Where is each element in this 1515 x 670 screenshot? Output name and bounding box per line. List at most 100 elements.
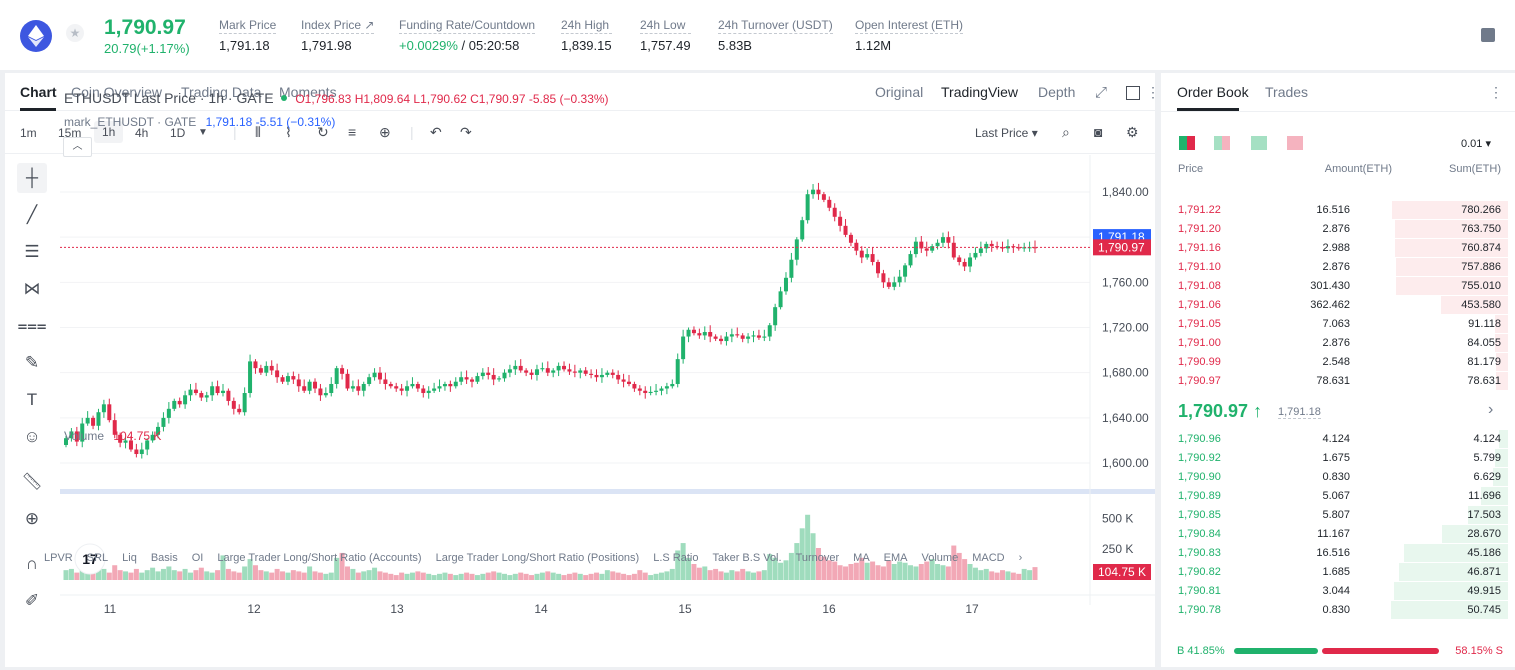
ruler-icon[interactable]: 📏︎ — [21, 472, 43, 491]
zoom-in-icon[interactable]: ⊕ — [24, 509, 40, 528]
price-chart[interactable]: 1,840.001,800.001,760.001,720.001,680.00… — [60, 155, 1155, 667]
view-asks-icon[interactable] — [1214, 136, 1230, 150]
bid-row[interactable]: 1,790.84 11.167 28.670 — [1161, 524, 1515, 543]
indicator-tab[interactable]: L.S Ratio — [653, 552, 699, 564]
gear-icon[interactable]: ⚙ — [1126, 124, 1139, 140]
ask-row[interactable]: 1,791.20 2.876 763.750 — [1161, 219, 1515, 238]
chevron-right-icon[interactable]: › — [1488, 401, 1494, 418]
refresh-icon[interactable]: ↻ — [317, 124, 329, 140]
emoji-icon[interactable]: ☺ — [23, 427, 41, 446]
timeframe-15m[interactable]: 15m — [58, 126, 82, 140]
bid-row[interactable]: 1,790.83 16.516 45.186 — [1161, 543, 1515, 562]
indicator-tab[interactable]: Basis — [150, 552, 178, 564]
view-depth[interactable]: Depth — [1038, 84, 1076, 100]
favorite-star-icon[interactable]: ★ — [66, 24, 84, 42]
camera-icon[interactable]: ◙ — [1094, 124, 1103, 140]
tab-trading-data[interactable]: Trading Data — [181, 84, 262, 100]
view-original[interactable]: Original — [875, 84, 924, 100]
bid-row[interactable]: 1,790.96 4.124 4.124 — [1161, 429, 1515, 448]
pencil-lock-icon[interactable]: ✐ — [24, 591, 40, 610]
price-source-select[interactable]: Last Price ▾ — [975, 126, 1038, 140]
bid-row[interactable]: 1,790.78 0.830 50.745 — [1161, 600, 1515, 619]
trendline-icon[interactable]: ╱ — [26, 205, 38, 224]
volume-bar — [453, 575, 459, 580]
candle-body — [978, 248, 983, 253]
settings-list-icon[interactable]: ≡ — [348, 124, 357, 140]
candle-body — [664, 386, 669, 389]
candle-body — [1005, 246, 1010, 249]
bid-depth-bar — [1499, 430, 1508, 448]
tab-trades[interactable]: Trades — [1265, 84, 1309, 100]
timeframe-1m[interactable]: 1m — [20, 126, 37, 140]
ask-row[interactable]: 1,791.00 2.876 84.055 — [1161, 333, 1515, 352]
x-tick-label: 15 — [678, 602, 692, 616]
indicator-tab[interactable]: MA — [853, 552, 870, 564]
candle-body — [783, 277, 788, 292]
pattern-icon[interactable]: ⋈ — [23, 279, 41, 298]
timeframe-1h[interactable]: 1h — [94, 121, 124, 143]
redo-icon[interactable]: ↷ — [460, 124, 472, 140]
ask-row[interactable]: 1,791.06 362.462 453.580 — [1161, 295, 1515, 314]
precision-select[interactable]: 0.01 ▾ — [1461, 138, 1491, 150]
collapse-legend-button[interactable]: ︿ — [63, 137, 92, 157]
indicator-tab[interactable]: EMA — [883, 552, 908, 564]
more-icon[interactable]: ⋮ — [1146, 84, 1160, 100]
brush-icon[interactable]: ✎ — [24, 353, 40, 372]
ask-row[interactable]: 1,791.10 2.876 757.886 — [1161, 257, 1515, 276]
timeframe-1d[interactable]: 1D — [170, 126, 186, 140]
add-indicator-icon[interactable]: ⊕ — [379, 124, 391, 140]
bid-row[interactable]: 1,790.85 5.807 17.503 — [1161, 505, 1515, 524]
undo-icon[interactable]: ↶ — [430, 124, 442, 140]
indicator-tab[interactable]: Taker B.S Vol. — [712, 552, 782, 564]
candle-body — [957, 257, 962, 262]
tab-chart[interactable]: Chart — [20, 84, 57, 100]
indicator-tab[interactable]: Large Trader Long/Short Ratio (Positions… — [435, 552, 640, 564]
bid-row[interactable]: 1,790.92 1.675 5.799 — [1161, 448, 1515, 467]
bid-row[interactable]: 1,790.82 1.685 46.871 — [1161, 562, 1515, 581]
stat-index-price[interactable]: Index Price ↗ 1,791.98 — [301, 18, 375, 53]
view-both-icon[interactable] — [1179, 136, 1195, 150]
view-tradingview[interactable]: TradingView — [941, 84, 1019, 100]
magnet-icon[interactable]: ∩ — [25, 554, 39, 573]
ask-row[interactable]: 1,790.97 78.631 78.631 — [1161, 371, 1515, 390]
indicator-tab[interactable]: MACD — [972, 552, 1005, 564]
book-icon[interactable] — [1481, 28, 1495, 42]
window-icon[interactable] — [1126, 86, 1140, 100]
horizontal-lines-icon[interactable]: ☰ — [24, 242, 40, 261]
ask-row[interactable]: 1,791.08 301.430 755.010 — [1161, 276, 1515, 295]
timeframe-dropdown-icon[interactable]: ▼ — [198, 127, 208, 138]
bid-row[interactable]: 1,790.81 3.044 49.915 — [1161, 581, 1515, 600]
text-tool-icon[interactable]: T — [26, 390, 38, 409]
timeframe-4h[interactable]: 4h — [135, 126, 149, 140]
tab-coin-overview[interactable]: Coin Overview — [71, 84, 163, 100]
more-icon[interactable]: ⋮ — [1489, 84, 1503, 100]
view-bids-icon[interactable] — [1251, 136, 1267, 150]
indicator-tab[interactable]: LPVR — [44, 552, 73, 564]
fullscreen-icon[interactable]: ⤢ — [1095, 84, 1108, 101]
indicator-tab[interactable]: OI — [191, 552, 204, 564]
candle-body — [340, 368, 345, 374]
indicators-icon[interactable]: ⌇ — [285, 124, 292, 140]
indicator-tab[interactable]: Volume — [921, 552, 959, 564]
indicator-tab[interactable]: Large Trader Long/Short Ratio (Accounts) — [217, 552, 422, 564]
ask-row[interactable]: 1,791.05 7.063 91.118 — [1161, 314, 1515, 333]
indicator-tab[interactable]: Turnover — [795, 552, 840, 564]
view-depth-icon[interactable] — [1287, 136, 1303, 150]
crosshair-icon[interactable]: ┼ — [17, 163, 47, 193]
candle-body — [172, 400, 177, 409]
ask-row[interactable]: 1,790.99 2.548 81.179 — [1161, 352, 1515, 371]
bid-row[interactable]: 1,790.90 0.830 6.629 — [1161, 467, 1515, 486]
fib-icon[interactable]: ⩶ — [17, 316, 47, 335]
ask-row[interactable]: 1,791.16 2.988 760.874 — [1161, 238, 1515, 257]
search-icon[interactable]: ⌕ — [1062, 124, 1070, 140]
volume-bar — [198, 567, 204, 580]
bid-row[interactable]: 1,790.89 5.067 11.696 — [1161, 486, 1515, 505]
indicator-tab[interactable]: SRL — [86, 552, 109, 564]
ask-row[interactable]: 1,791.22 16.516 780.266 — [1161, 200, 1515, 219]
candle-type-icon[interactable]: ⫴ — [255, 124, 261, 140]
chevron-right-icon[interactable]: › — [1018, 552, 1023, 564]
row-price: 1,791.22 — [1178, 204, 1221, 216]
tab-order-book[interactable]: Order Book — [1177, 84, 1249, 100]
tab-moments[interactable]: Moments — [279, 84, 337, 100]
indicator-tab[interactable]: Liq — [122, 552, 137, 564]
